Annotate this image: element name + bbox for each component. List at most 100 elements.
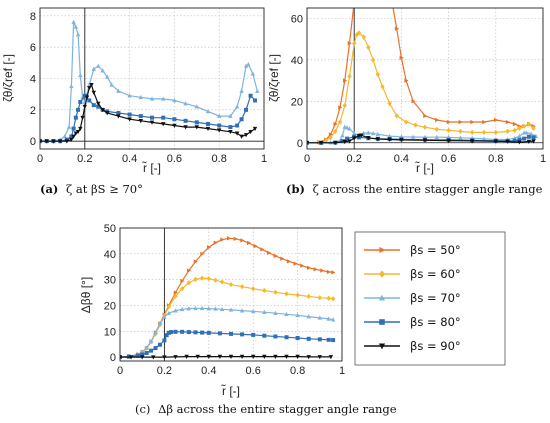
point-c-1-17 [219, 279, 225, 285]
point-b-1-30 [521, 123, 527, 129]
point-c-0-14 [200, 251, 205, 257]
point-c-2-10 [173, 308, 178, 313]
point-c-0-23 [260, 247, 265, 252]
point-c-3-10 [166, 330, 171, 335]
point-a-2-11 [82, 104, 87, 110]
point-a-1-31 [253, 98, 258, 103]
point-b-1-12 [366, 44, 371, 50]
ytick-b-0: 0 [297, 138, 303, 150]
point-c-1-21 [262, 287, 267, 294]
point-a-2-22 [149, 120, 155, 125]
point-a-2-19 [116, 114, 121, 119]
point-c-2-23 [284, 311, 289, 317]
point-a-1-24 [206, 121, 210, 126]
point-c-4-1 [128, 355, 134, 360]
point-c-1-9 [166, 304, 172, 310]
legend-label-3: βs = 80° [410, 315, 461, 329]
point-b-1-7 [347, 73, 352, 80]
point-b-1-5 [337, 119, 343, 125]
point-a-0-21 [138, 94, 143, 100]
point-c-3-17 [206, 330, 211, 335]
point-a-1-13 [96, 104, 101, 109]
point-c-2-28 [330, 317, 336, 322]
point-b-0-13 [411, 99, 416, 104]
point-b-1-23 [458, 128, 463, 134]
point-c-0-26 [280, 256, 285, 261]
point-c-1-12 [186, 280, 192, 286]
point-b-1-14 [375, 71, 380, 77]
point-a-0-14 [91, 66, 96, 71]
point-a-2-4 [64, 139, 70, 144]
point-a-2-8 [75, 129, 81, 135]
point-c-2-26 [317, 315, 322, 320]
point-b-4-16 [505, 139, 510, 144]
point-a-0-7 [71, 19, 76, 24]
point-b-0-8 [352, 0, 356, 4]
point-b-2-8 [352, 131, 357, 136]
point-c-0-20 [240, 238, 245, 243]
caption-c-text: Δβ across the entire stagger angle range [158, 402, 397, 416]
point-a-1-20 [161, 115, 166, 120]
point-c-0-34 [331, 270, 336, 275]
legend-marker-0 [379, 246, 386, 254]
point-b-2-11 [366, 130, 371, 135]
point-a-1-9 [78, 100, 83, 104]
point-c-1-27 [326, 295, 331, 301]
point-c-4-2 [140, 355, 145, 360]
point-c-2-24 [295, 312, 300, 318]
point-c-0-30 [306, 265, 312, 270]
point-c-3-13 [180, 329, 185, 334]
point-c-4-14 [273, 354, 278, 360]
point-c-0-12 [187, 268, 192, 273]
point-a-2-29 [228, 129, 233, 135]
ytick-c-3: 30 [104, 275, 116, 287]
point-b-0-17 [458, 119, 463, 125]
point-a-2-21 [138, 119, 143, 124]
point-c-1-25 [306, 293, 311, 300]
point-c-4-4 [162, 355, 167, 360]
point-c-3-2 [135, 353, 140, 358]
point-c-4-5 [173, 355, 178, 360]
point-b-1-25 [481, 129, 487, 136]
point-c-3-12 [173, 329, 178, 334]
point-b-0-5 [338, 105, 343, 110]
caption-c: (c) Δβ across the entire stagger angle r… [135, 402, 397, 416]
point-a-0-30 [234, 104, 240, 109]
point-c-3-9 [164, 333, 169, 338]
point-b-1-32 [531, 125, 536, 131]
point-b-1-17 [394, 113, 399, 119]
xtick-b-4: 0.8 [488, 153, 503, 165]
point-a-1-29 [244, 107, 249, 112]
point-b-2-22 [481, 136, 487, 141]
point-b-4-18 [526, 139, 532, 144]
point-c-2-21 [262, 309, 267, 314]
point-c-3-23 [273, 334, 278, 339]
ylabel-b: ζθ/ζref [-] [267, 54, 281, 102]
point-c-4-15 [284, 354, 289, 360]
point-b-0-19 [482, 119, 487, 125]
point-c-3-21 [251, 332, 256, 337]
point-b-0-7 [347, 41, 352, 46]
point-c-1-28 [330, 296, 336, 302]
ytick-b-1: 20 [291, 96, 303, 108]
series-line-c-3 [120, 331, 334, 358]
point-c-2-15 [206, 306, 211, 311]
point-c-4-7 [195, 354, 200, 360]
point-c-3-11 [169, 330, 174, 335]
xtick-b-2: 0.4 [394, 153, 409, 165]
point-c-1-24 [295, 292, 300, 298]
point-a-1-18 [138, 114, 143, 119]
series-line-c-1 [120, 277, 334, 358]
point-a-0-28 [217, 113, 222, 118]
point-b-3-20 [531, 135, 536, 140]
point-c-4-18 [317, 355, 322, 360]
point-c-3-26 [306, 336, 311, 341]
point-c-2-25 [306, 314, 311, 319]
point-a-0-10 [78, 72, 83, 78]
point-a-2-14 [89, 82, 94, 88]
ytick-b-3: 60 [291, 13, 303, 25]
point-b-1-13 [370, 57, 376, 63]
point-a-2-31 [239, 134, 244, 139]
point-c-0-29 [300, 263, 305, 268]
xlabel-b: r̃ [-] [414, 160, 434, 175]
